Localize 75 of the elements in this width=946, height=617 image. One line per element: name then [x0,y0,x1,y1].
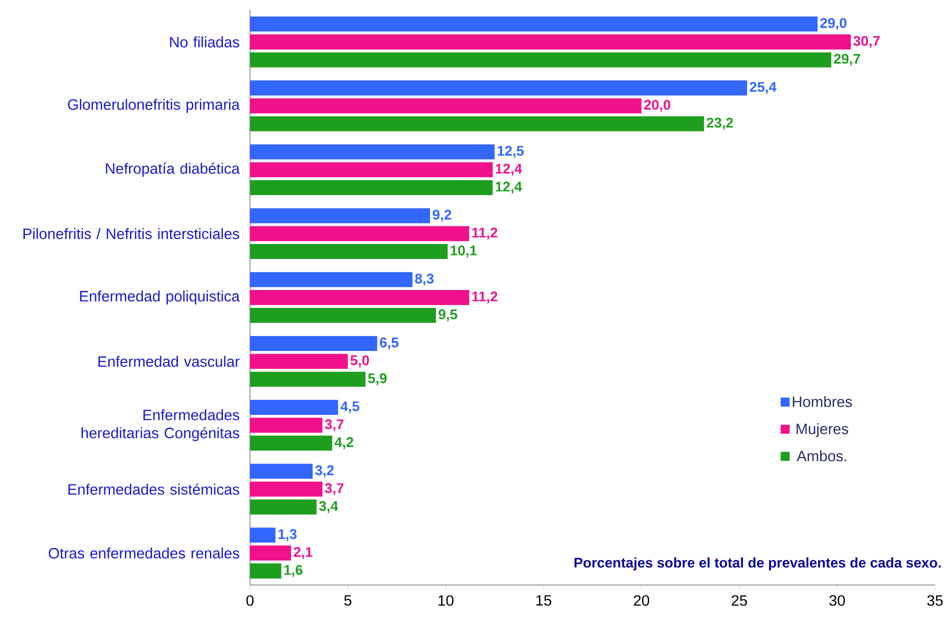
x-tick-label: 20 [634,595,650,606]
bar [250,372,366,387]
y-tick-label: Glomerulonefritis primaria [68,98,240,113]
bar [250,482,322,497]
data-label: 4,2 [334,437,354,450]
data-label: 5,0 [350,355,369,368]
data-label: 20,0 [644,100,670,112]
y-tick-label: Otras enfermedades renales [48,548,240,559]
legend-label: Mujeres [796,423,848,438]
data-label: 9,5 [438,309,458,322]
data-label: 6,5 [380,338,398,350]
data-label: 2,1 [294,547,312,560]
x-tick-label: 10 [438,595,454,606]
data-label: 11,2 [472,292,498,304]
bar [250,16,818,32]
bar [250,98,642,114]
data-label: 1,3 [278,529,297,542]
legend-label: Ambos. [796,450,846,462]
bar [250,546,292,561]
data-label: 29,0 [820,18,846,30]
bar [250,272,412,288]
data-label: 3,7 [324,483,344,496]
annotation: Porcentajes sobre el total de prevalentes de cada sexo. [574,557,941,570]
bar [250,52,832,68]
data-label: 8,3 [415,274,434,286]
bar [250,563,282,578]
data-label: 23,2 [706,118,733,130]
data-label: 11,2 [472,228,498,240]
data-label: 3,4 [319,501,338,514]
bar [250,464,313,479]
bar [250,500,317,515]
bar [250,180,493,196]
data-label: 12,4 [496,182,522,194]
bar [250,418,322,433]
bar [250,208,430,224]
y-tick-label: Enfermedades sistémicas [68,484,240,495]
y-tick-label: Enfermedad poliquistica [80,290,240,304]
legend-label: Hombres [792,396,852,408]
x-tick-label: 35 [927,595,943,606]
x-tick-label: 5 [344,595,352,606]
y-tick-label: Pilonefritis / Nefritis intersticiales [23,228,240,240]
data-label: 30,7 [853,36,880,48]
y-tick-label: Enfermedad vascular [98,356,240,367]
bar [250,226,470,242]
bar [250,144,495,160]
data-label: 25,4 [750,82,776,94]
bar [250,34,851,50]
bar [250,116,704,132]
data-label: 3,7 [324,419,344,432]
bar [250,308,436,323]
x-tick-label: 25 [732,595,747,606]
bar [250,354,348,369]
y-tick-label: Nefropatía diabética [106,162,240,177]
data-label: 9,2 [432,210,452,222]
bar [250,528,276,543]
data-label: 10,1 [450,246,477,258]
data-label: 1,6 [284,564,302,577]
bar [250,162,493,178]
data-label: 4,5 [340,401,360,414]
data-label: 29,7 [834,54,860,66]
y-tick-label: No filiadas [170,36,240,48]
x-tick-label: 15 [536,595,552,606]
bar [250,80,748,96]
data-label: 3,2 [315,465,334,478]
bar [250,400,338,415]
bar [250,290,470,305]
data-label: 12,5 [498,146,524,158]
data-label: 12,4 [496,164,522,176]
y-tick-label: Enfermedades hereditarias Congénitas [82,409,240,442]
bar [250,244,448,259]
bar [250,336,378,351]
data-label: 5,9 [368,373,387,386]
x-tick-label: 0 [246,595,254,606]
bar [250,436,332,451]
x-tick-label: 30 [829,595,845,606]
